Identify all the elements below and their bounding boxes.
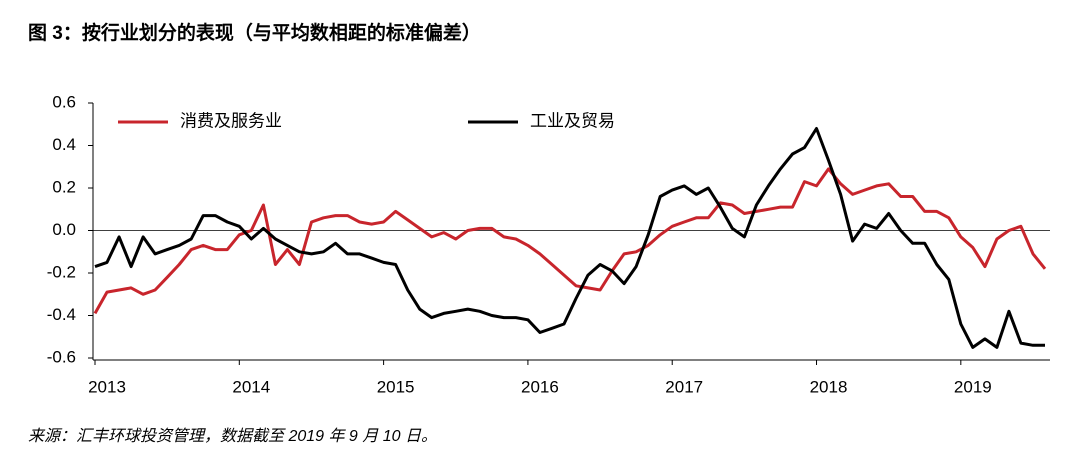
y-tick-label: 0.2 [52,177,76,196]
y-tick-label: 0.4 [52,135,76,154]
y-tick-label: 0.6 [52,92,76,111]
legend-label: 消费及服务业 [180,111,282,130]
x-tick-label: 2018 [810,377,848,396]
series-line [93,167,1047,315]
x-tick-label: 2017 [665,377,703,396]
y-tick-label: -0.4 [47,305,76,324]
series-line [94,127,1045,349]
y-tick-label: -0.6 [47,347,76,366]
legend-label: 工业及贸易 [530,111,615,130]
y-tick-label: 0.0 [52,220,76,239]
x-tick-label: 2019 [954,377,992,396]
source-note: 来源：汇丰环球投资管理，数据截至 2019 年 9 月 10 日。 [28,427,437,445]
x-tick-label: 2013 [88,377,126,396]
chart-title: 图 3：按行业划分的表现（与平均数相距的标准偏差） [28,21,481,44]
x-tick-label: 2015 [377,377,415,396]
x-tick-label: 2014 [232,377,270,396]
x-tick-label: 2016 [521,377,559,396]
y-tick-label: -0.2 [47,262,76,281]
